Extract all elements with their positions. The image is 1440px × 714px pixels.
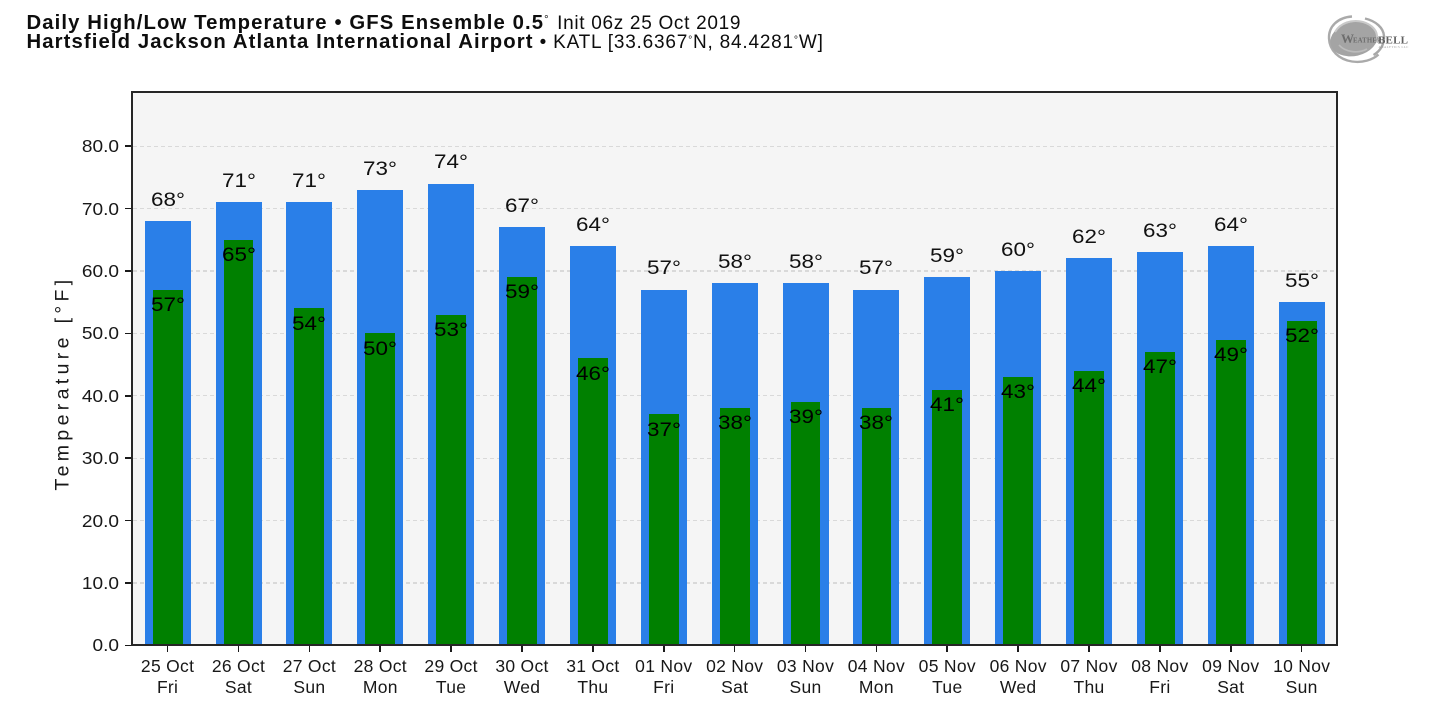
svg-text:BELL: BELL	[1378, 35, 1408, 47]
svg-text:W: W	[1341, 31, 1354, 46]
svg-text:ANALYTICS LLC: ANALYTICS LLC	[1379, 45, 1409, 49]
svg-text:EATHER: EATHER	[1353, 38, 1382, 45]
